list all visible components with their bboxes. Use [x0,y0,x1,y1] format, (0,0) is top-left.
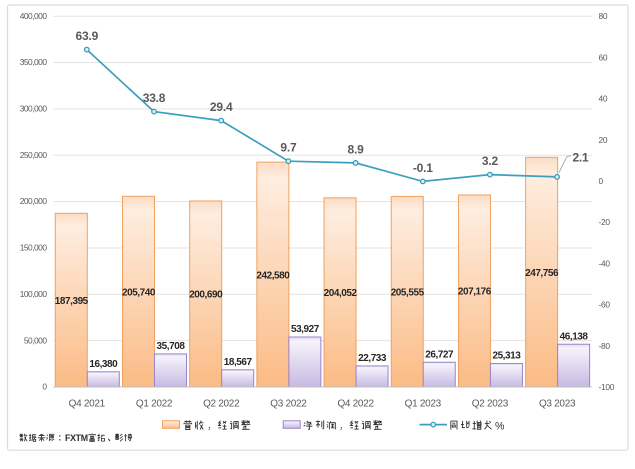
svg-text:-40: -40 [599,258,611,268]
svg-text:Q4 2021: Q4 2021 [69,399,106,410]
svg-text:187,395: 187,395 [55,296,89,307]
svg-text:247,756: 247,756 [525,268,559,279]
svg-text:-60: -60 [599,300,611,310]
svg-text:200,690: 200,690 [189,290,223,301]
svg-text:205,555: 205,555 [391,287,425,298]
svg-text:46,138: 46,138 [560,331,589,342]
svg-text:205,740: 205,740 [122,287,156,298]
svg-text:-20: -20 [599,217,611,227]
svg-text:29.4: 29.4 [210,100,233,114]
svg-text:FXTM: FXTM [65,433,88,443]
svg-text:22,733: 22,733 [358,353,387,364]
svg-text:150,000: 150,000 [20,243,48,253]
svg-text:Q3 2023: Q3 2023 [539,399,576,410]
svg-text:60: 60 [599,52,608,62]
svg-text:207,176: 207,176 [458,287,492,298]
svg-text:80: 80 [599,11,608,21]
svg-text:50,000: 50,000 [24,335,47,345]
svg-text:300,000: 300,000 [20,104,48,114]
svg-text:18,567: 18,567 [224,357,253,368]
svg-text:200,000: 200,000 [20,196,48,206]
svg-text:350,000: 350,000 [20,57,48,67]
svg-text:0: 0 [42,382,47,392]
svg-text:25,313: 25,313 [492,351,521,362]
svg-text:35,708: 35,708 [157,341,186,352]
svg-text:53,927: 53,927 [291,324,320,335]
svg-text:%: % [495,420,505,432]
svg-text:2.1: 2.1 [572,151,589,165]
svg-text:26,727: 26,727 [425,349,454,360]
svg-text:100,000: 100,000 [20,289,48,299]
svg-text:Q4 2022: Q4 2022 [337,399,374,410]
svg-text:9.7: 9.7 [280,141,297,155]
svg-text:Q1 2022: Q1 2022 [136,399,173,410]
svg-text:Q2 2022: Q2 2022 [203,399,240,410]
svg-text:242,580: 242,580 [256,270,290,281]
svg-text:-80: -80 [599,341,611,351]
svg-text:250,000: 250,000 [20,150,48,160]
svg-text:400,000: 400,000 [20,11,48,21]
svg-text:63.9: 63.9 [76,29,99,43]
svg-text:33.8: 33.8 [143,91,166,105]
svg-text:0: 0 [599,176,604,186]
svg-text:-100: -100 [599,382,615,392]
svg-text:8.9: 8.9 [348,142,365,156]
svg-text:-0.1: -0.1 [413,161,433,175]
svg-text:204,052: 204,052 [324,288,358,299]
svg-text:Q2 2023: Q2 2023 [472,399,509,410]
svg-text:3.2: 3.2 [482,154,499,168]
svg-text:Q1 2023: Q1 2023 [405,399,442,410]
svg-text:16,380: 16,380 [89,359,118,370]
svg-text:Q3 2022: Q3 2022 [270,399,307,410]
svg-text:20: 20 [599,135,608,145]
svg-text:40: 40 [599,94,608,104]
